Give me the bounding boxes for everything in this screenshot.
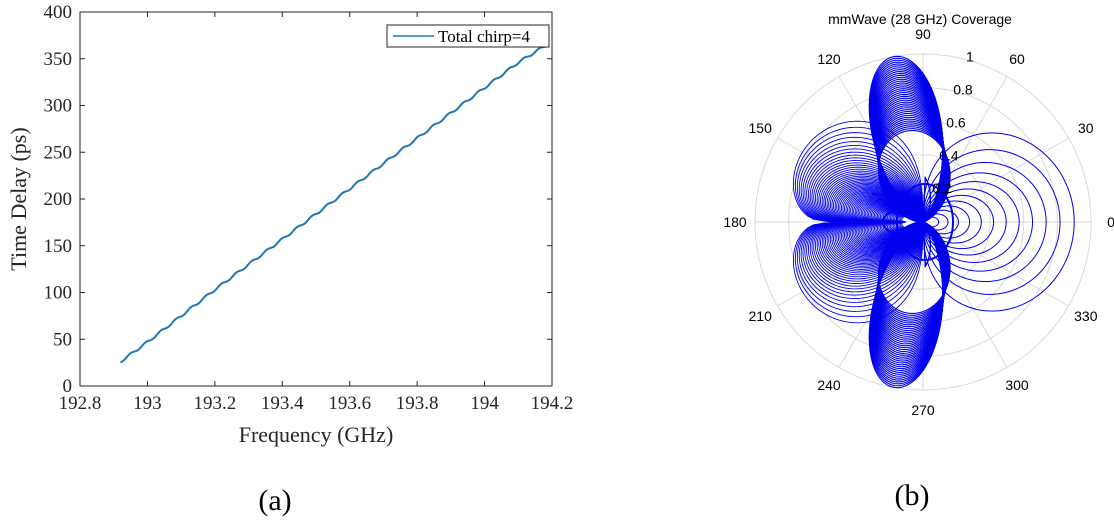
angle-label: 0 bbox=[1107, 214, 1114, 230]
polar-pattern-curves bbox=[792, 55, 1075, 389]
angle-label: 210 bbox=[749, 308, 773, 324]
line-chart-panel: 192.8 193 193.2 193.4 193.6 193.8 194 194.2 0 50… bbox=[6, 2, 573, 517]
x-tick-label: 194 bbox=[470, 393, 499, 414]
polar-spoke bbox=[922, 221, 1069, 307]
angle-label: 90 bbox=[915, 26, 931, 42]
polar-spoke bbox=[922, 137, 1069, 223]
x-tick-label: 192.8 bbox=[59, 393, 102, 414]
x-tick-label: 194.2 bbox=[531, 393, 574, 414]
series-line bbox=[120, 45, 547, 364]
y-axis-ticks: 0 50 100 150 200 250 300 350 400 bbox=[44, 2, 552, 397]
angle-label: 30 bbox=[1078, 120, 1094, 136]
plot-area bbox=[79, 11, 553, 387]
y-axis-label: Time Delay (ps) bbox=[6, 127, 31, 270]
angle-label: 60 bbox=[1009, 51, 1025, 67]
radial-label: 0.4 bbox=[939, 147, 959, 163]
panel-label-a: (a) bbox=[258, 484, 291, 517]
y-tick-label: 250 bbox=[44, 142, 73, 163]
x-axis-label: Frequency (GHz) bbox=[239, 422, 394, 447]
x-tick-label: 193.8 bbox=[396, 393, 439, 414]
legend-box bbox=[386, 24, 550, 48]
pattern-curve bbox=[882, 209, 920, 235]
legend-label: Total chirp=4 bbox=[438, 27, 530, 46]
polar-title: mmWave (28 GHz) Coverage bbox=[828, 11, 1012, 27]
y-tick-label: 400 bbox=[44, 2, 73, 23]
pattern-curve bbox=[896, 183, 954, 261]
x-tick-label: 193.4 bbox=[261, 393, 304, 414]
radial-label: 1 bbox=[966, 49, 974, 65]
x-axis-ticks: 192.8 193 193.2 193.4 193.6 193.8 194 194.2 bbox=[59, 12, 574, 414]
y-tick-label: 50 bbox=[53, 329, 72, 350]
angle-label: 300 bbox=[1005, 377, 1029, 393]
x-tick-label: 193 bbox=[133, 393, 162, 414]
radial-label: 0.8 bbox=[953, 82, 973, 98]
radial-label: 0.6 bbox=[946, 114, 966, 130]
polar-radial-labels: 0.2 0.4 0.6 0.8 1 bbox=[932, 49, 974, 196]
y-tick-label: 100 bbox=[44, 283, 73, 304]
x-tick-label: 193.6 bbox=[328, 393, 371, 414]
angle-label: 150 bbox=[749, 120, 773, 136]
polar-angle-labels: 0 30 60 90 120 150 180 210 240 270 300 330 bbox=[723, 26, 1114, 418]
angle-label: 180 bbox=[723, 214, 747, 230]
x-tick-label: 193.2 bbox=[193, 393, 236, 414]
y-tick-label: 150 bbox=[44, 236, 73, 257]
legend: Total chirp=4 bbox=[386, 24, 550, 48]
polar-chart-panel: mmWave (28 GHz) Coverage 0 30 60 90 120 150 18… bbox=[723, 11, 1114, 512]
pattern-curve bbox=[792, 120, 931, 324]
angle-label: 270 bbox=[911, 402, 935, 418]
angle-label: 240 bbox=[817, 377, 841, 393]
radial-label: 0.2 bbox=[932, 180, 952, 196]
angle-label: 120 bbox=[817, 51, 841, 67]
panel-label-b: (b) bbox=[895, 479, 930, 512]
y-tick-label: 300 bbox=[44, 96, 73, 117]
pattern-curve bbox=[868, 55, 944, 389]
angle-label: 330 bbox=[1074, 308, 1098, 324]
y-tick-label: 350 bbox=[44, 49, 73, 70]
y-tick-label: 200 bbox=[44, 189, 73, 210]
y-tick-label: 0 bbox=[63, 376, 73, 397]
